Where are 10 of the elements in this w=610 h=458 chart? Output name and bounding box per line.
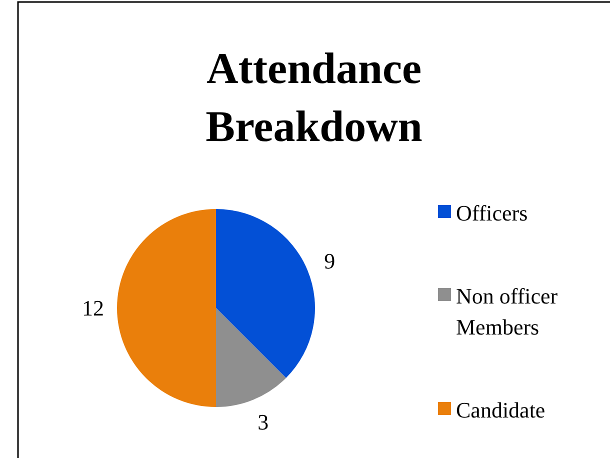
pie-slice <box>216 308 286 407</box>
legend-label: Candidate <box>456 398 546 423</box>
legend-label: Non officer Members <box>456 284 558 340</box>
chart-title: Attendance Breakdown <box>206 44 422 151</box>
legend-label: Officers <box>456 200 528 226</box>
data-label: 12 <box>82 296 104 321</box>
pie-slice <box>117 209 216 407</box>
data-label: 3 <box>258 409 269 434</box>
data-label: 9 <box>324 248 336 274</box>
pie-slice <box>216 209 315 378</box>
